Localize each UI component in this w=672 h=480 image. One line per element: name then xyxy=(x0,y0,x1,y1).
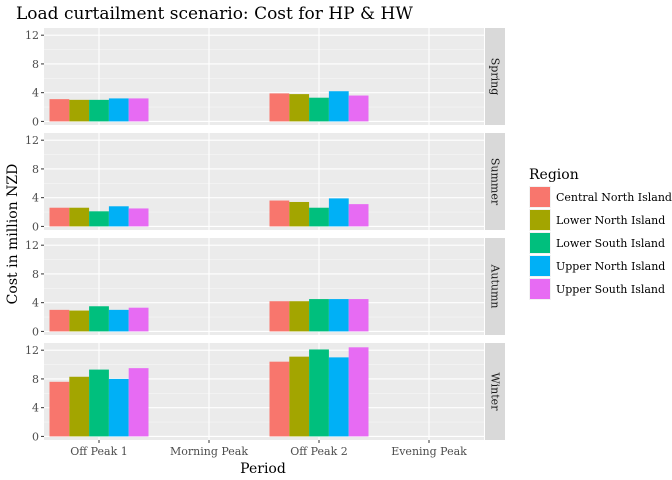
legend-swatch xyxy=(530,279,550,299)
legend-title: Region xyxy=(529,167,579,183)
facet-strip xyxy=(485,343,505,440)
bar-upper-north-island xyxy=(328,91,349,122)
bar-lower-south-island xyxy=(309,349,329,437)
legend: Region Central North Island Lower North I… xyxy=(529,167,672,300)
bar-upper-north-island xyxy=(328,357,349,437)
legend-label: Lower South Island xyxy=(556,237,665,250)
facet-panel-winter: 0 4 8 12 Winter xyxy=(25,343,505,443)
x-tick-label: Off Peak 2 xyxy=(290,445,347,458)
y-tick-label: 0 xyxy=(32,115,39,128)
facet-panels: 0 4 8 12 Spring 0 4 8 12 Summer 0 4 8 12 Autumn 0 4 8 12 Wi… xyxy=(25,28,505,443)
facet-label: Autumn xyxy=(489,263,502,308)
legend-swatch xyxy=(530,233,550,253)
x-tick-label: Morning Peak xyxy=(170,445,248,458)
bar-upper-south-island xyxy=(128,368,149,437)
facet-label: Spring xyxy=(489,58,502,95)
facet-strip xyxy=(485,133,505,230)
bar-central-north-island xyxy=(49,381,70,437)
facet-strip xyxy=(485,238,505,335)
facet-label: Summer xyxy=(489,158,502,206)
bar-lower-south-island xyxy=(89,369,109,437)
legend-label: Upper South Island xyxy=(556,283,665,296)
bar-lower-north-island xyxy=(289,94,310,122)
y-tick-label: 4 xyxy=(32,297,39,310)
bar-upper-north-island xyxy=(108,309,129,332)
y-tick-label: 0 xyxy=(32,430,39,443)
bar-upper-north-island xyxy=(328,299,349,332)
legend-swatch xyxy=(530,210,550,230)
bar-lower-north-island xyxy=(289,201,310,227)
bar-lower-south-island xyxy=(309,207,329,227)
bar-upper-south-island xyxy=(348,95,369,122)
bar-lower-south-island xyxy=(89,211,109,227)
bar-central-north-island xyxy=(49,99,70,122)
y-tick-label: 4 xyxy=(32,402,39,415)
facet-panel-spring: 0 4 8 12 Spring xyxy=(25,28,505,128)
bar-central-north-island xyxy=(269,361,290,437)
bar-upper-north-island xyxy=(108,98,129,122)
facet-label: Winter xyxy=(489,373,502,412)
bar-upper-south-island xyxy=(348,204,369,227)
bar-upper-north-island xyxy=(108,206,129,227)
bar-central-north-island xyxy=(49,309,70,332)
y-tick-label: 8 xyxy=(32,373,39,386)
bar-upper-south-island xyxy=(128,208,149,227)
x-axis-label: Period xyxy=(240,461,286,477)
bar-lower-south-island xyxy=(309,97,329,122)
bar-upper-north-island xyxy=(108,378,129,437)
legend-label: Central North Island xyxy=(556,191,672,204)
bar-central-north-island xyxy=(269,301,290,332)
y-tick-label: 8 xyxy=(32,58,39,71)
bar-upper-south-island xyxy=(128,98,149,122)
y-tick-label: 8 xyxy=(32,268,39,281)
bar-upper-south-island xyxy=(348,299,369,332)
bar-central-north-island xyxy=(269,200,290,227)
y-tick-label: 12 xyxy=(25,239,39,252)
facet-panel-summer: 0 4 8 12 Summer xyxy=(25,133,505,233)
x-tick-label: Off Peak 1 xyxy=(70,445,127,458)
bar-lower-north-island xyxy=(69,99,90,122)
y-tick-label: 12 xyxy=(25,29,39,42)
y-tick-label: 0 xyxy=(32,325,39,338)
bar-lower-north-island xyxy=(289,301,310,332)
bar-lower-north-island xyxy=(69,207,90,227)
bar-lower-north-island xyxy=(289,356,310,437)
bar-lower-south-island xyxy=(309,299,329,332)
facet-strip xyxy=(485,28,505,125)
y-axis-label: Cost in million NZD xyxy=(5,164,21,305)
bar-lower-south-island xyxy=(89,306,109,332)
bar-central-north-island xyxy=(269,93,290,122)
chart-title: Load curtailment scenario: Cost for HP &… xyxy=(16,4,413,24)
bar-lower-north-island xyxy=(69,376,90,437)
legend-label: Lower North Island xyxy=(556,214,665,227)
x-tick-label: Evening Peak xyxy=(391,445,467,458)
bar-upper-north-island xyxy=(328,198,349,227)
legend-swatch xyxy=(530,187,550,207)
legend-swatch xyxy=(530,256,550,276)
facet-panel-autumn: 0 4 8 12 Autumn xyxy=(25,238,505,338)
bar-upper-south-island xyxy=(128,307,149,332)
y-tick-label: 8 xyxy=(32,163,39,176)
bar-upper-south-island xyxy=(348,347,369,437)
bar-central-north-island xyxy=(49,207,70,227)
y-tick-label: 4 xyxy=(32,87,39,100)
y-tick-label: 4 xyxy=(32,192,39,205)
y-tick-label: 0 xyxy=(32,220,39,233)
y-tick-label: 12 xyxy=(25,134,39,147)
bar-lower-south-island xyxy=(89,99,109,122)
legend-label: Upper North Island xyxy=(556,260,665,273)
x-axis: Off Peak 1 Morning Peak Off Peak 2 Evening … xyxy=(70,440,467,458)
bar-lower-north-island xyxy=(69,310,90,332)
y-tick-label: 12 xyxy=(25,344,39,357)
